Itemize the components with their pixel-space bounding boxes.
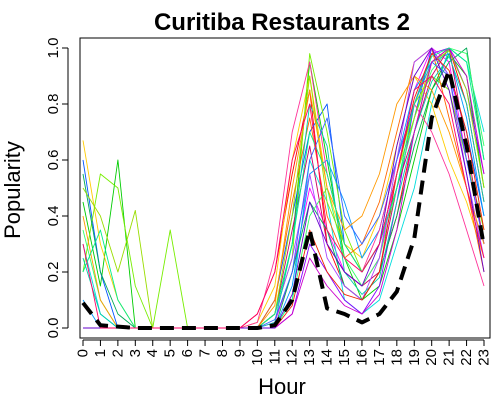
x-tick-label: 8 — [214, 349, 231, 357]
x-tick-label: 0 — [75, 349, 92, 357]
x-tick-label: 1 — [92, 349, 109, 357]
x-tick-label: 9 — [231, 349, 248, 357]
x-tick-label: 13 — [301, 349, 318, 366]
x-tick-label: 7 — [197, 349, 214, 357]
x-tick-label: 12 — [284, 349, 301, 366]
y-tick-label: 0.4 — [45, 206, 62, 227]
y-tick-label: 1.0 — [45, 38, 62, 59]
x-tick-label: 4 — [144, 349, 161, 357]
x-tick-label: 17 — [371, 349, 388, 366]
x-tick-label: 2 — [109, 349, 126, 357]
series-layer — [83, 48, 484, 328]
x-axis-label: Hour — [258, 374, 306, 399]
x-tick-label: 6 — [179, 349, 196, 357]
y-tick-label: 0.0 — [45, 318, 62, 339]
x-tick-label: 3 — [127, 349, 144, 357]
x-tick-label: 14 — [319, 349, 336, 366]
x-tick-label: 21 — [441, 349, 458, 366]
y-axis: 0.0 0.2 0.4 0.6 0.8 1.0 — [45, 38, 68, 339]
x-axis: 0 1 2 3 4 5 6 7 8 9 10 11 12 13 14 15 16 17 18 19 20 21 22 23 — [75, 340, 493, 366]
series-line-r15 — [83, 48, 484, 328]
chart-title: Curitiba Restaurants 2 — [154, 9, 410, 36]
y-tick-label: 0.8 — [45, 94, 62, 115]
x-tick-label: 22 — [458, 349, 475, 366]
x-tick-label: 18 — [388, 349, 405, 366]
x-tick-label: 20 — [423, 349, 440, 366]
x-tick-label: 5 — [162, 349, 179, 357]
x-tick-label: 23 — [476, 349, 493, 366]
y-axis-label: Popularity — [0, 141, 25, 239]
y-tick-label: 0.6 — [45, 150, 62, 171]
mean-layer — [83, 70, 484, 328]
x-tick-label: 11 — [266, 349, 283, 365]
y-tick-label: 0.2 — [45, 262, 62, 283]
mean-series-line — [83, 70, 484, 328]
x-tick-label: 15 — [336, 349, 353, 366]
x-tick-label: 19 — [406, 349, 423, 366]
x-tick-label: 16 — [354, 349, 371, 366]
x-tick-label: 10 — [249, 349, 266, 366]
